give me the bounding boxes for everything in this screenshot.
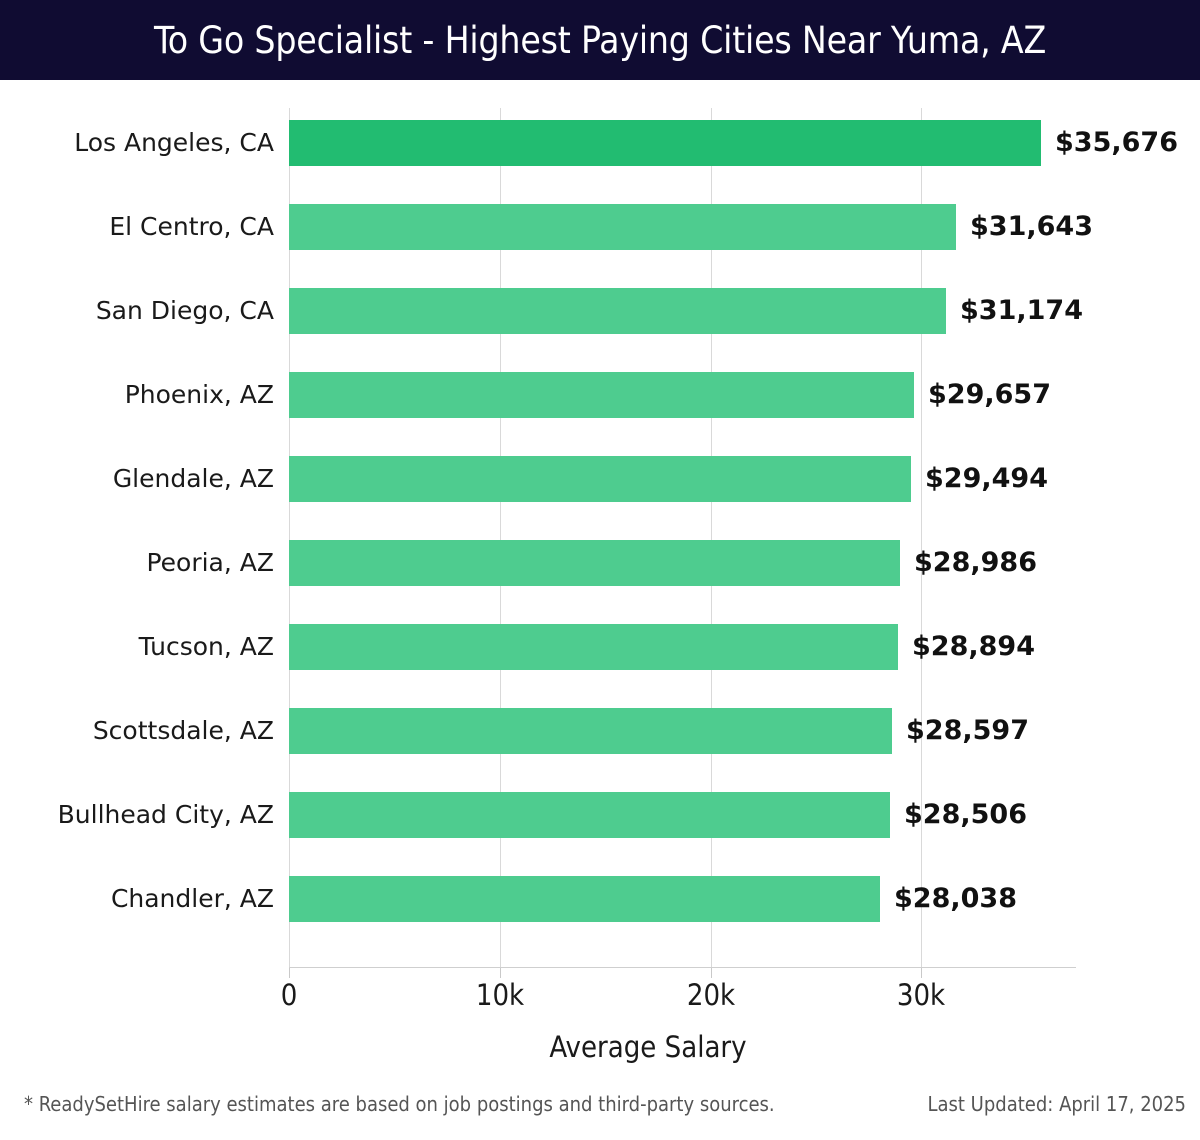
bar[interactable] bbox=[289, 624, 898, 670]
bar-row[interactable]: Glendale, AZ $29,494 bbox=[0, 437, 1200, 521]
chart-footer: * ReadySetHire salary estimates are base… bbox=[0, 1092, 1200, 1128]
x-tick-label: 10k bbox=[475, 978, 525, 1012]
category-label: Peoria, AZ bbox=[146, 548, 274, 577]
category-label: Tucson, AZ bbox=[138, 632, 274, 661]
category-label: Chandler, AZ bbox=[110, 884, 274, 913]
category-label: Los Angeles, CA bbox=[74, 128, 274, 157]
bar-row[interactable]: Los Angeles, CA $35,676 bbox=[0, 101, 1200, 185]
bar-value-label: $31,643 bbox=[970, 211, 1093, 242]
footer-last-updated: Last Updated: April 17, 2025 bbox=[927, 1092, 1187, 1116]
bar-value-label: $35,676 bbox=[1055, 127, 1178, 158]
x-axis-title-text: Average Salary bbox=[549, 1030, 747, 1064]
x-tick-label: 30k bbox=[896, 978, 946, 1012]
bar-value-label: $28,597 bbox=[906, 715, 1029, 746]
bar-row[interactable]: Peoria, AZ $28,986 bbox=[0, 521, 1200, 605]
bar-value-label: $29,657 bbox=[928, 379, 1051, 410]
footer-disclaimer: * ReadySetHire salary estimates are base… bbox=[24, 1092, 775, 1116]
bar[interactable] bbox=[289, 792, 890, 838]
chart-plot-area: Los Angeles, CA $35,676 El Centro, CA $31,6… bbox=[0, 80, 1200, 1140]
bar[interactable] bbox=[289, 708, 892, 754]
bar[interactable] bbox=[289, 204, 956, 250]
bar-value-label: $28,986 bbox=[914, 547, 1037, 578]
bar-row[interactable]: Bullhead City, AZ $28,506 bbox=[0, 773, 1200, 857]
bar-row[interactable]: Scottsdale, AZ $28,597 bbox=[0, 689, 1200, 773]
category-label: Glendale, AZ bbox=[112, 464, 274, 493]
bar-row[interactable]: Phoenix, AZ $29,657 bbox=[0, 353, 1200, 437]
category-label: Scottsdale, AZ bbox=[92, 716, 274, 745]
x-axis-title: Average Salary bbox=[0, 1030, 1200, 1064]
bar-value-label: $28,894 bbox=[912, 631, 1035, 662]
bar[interactable] bbox=[289, 288, 946, 334]
x-tick-label: 0 bbox=[280, 978, 298, 1012]
bar[interactable] bbox=[289, 540, 900, 586]
bar-value-label: $28,038 bbox=[894, 883, 1017, 914]
bar-row[interactable]: El Centro, CA $31,643 bbox=[0, 185, 1200, 269]
page-title: To Go Specialist - Highest Paying Cities… bbox=[153, 18, 1047, 62]
bars-layer: Los Angeles, CA $35,676 El Centro, CA $31,6… bbox=[0, 80, 1200, 970]
bar[interactable] bbox=[289, 456, 911, 502]
bar-row[interactable]: Chandler, AZ $28,038 bbox=[0, 857, 1200, 941]
bar-row[interactable]: Tucson, AZ $28,894 bbox=[0, 605, 1200, 689]
category-label: San Diego, CA bbox=[95, 296, 274, 325]
category-label: Bullhead City, AZ bbox=[57, 800, 274, 829]
x-tick-label: 20k bbox=[686, 978, 736, 1012]
bar[interactable] bbox=[289, 876, 880, 922]
category-label: El Centro, CA bbox=[109, 212, 274, 241]
chart-header-bar: To Go Specialist - Highest Paying Cities… bbox=[0, 0, 1200, 80]
bar-value-label: $29,494 bbox=[925, 463, 1048, 494]
bar[interactable] bbox=[289, 372, 914, 418]
bar[interactable] bbox=[289, 120, 1041, 166]
x-axis-tick-labels: 0 10k 20k 30k bbox=[0, 978, 1200, 1024]
bar-value-label: $31,174 bbox=[960, 295, 1083, 326]
x-axis-line bbox=[289, 967, 1076, 968]
bar-row[interactable]: San Diego, CA $31,174 bbox=[0, 269, 1200, 353]
category-label: Phoenix, AZ bbox=[124, 380, 274, 409]
bar-value-label: $28,506 bbox=[904, 799, 1027, 830]
